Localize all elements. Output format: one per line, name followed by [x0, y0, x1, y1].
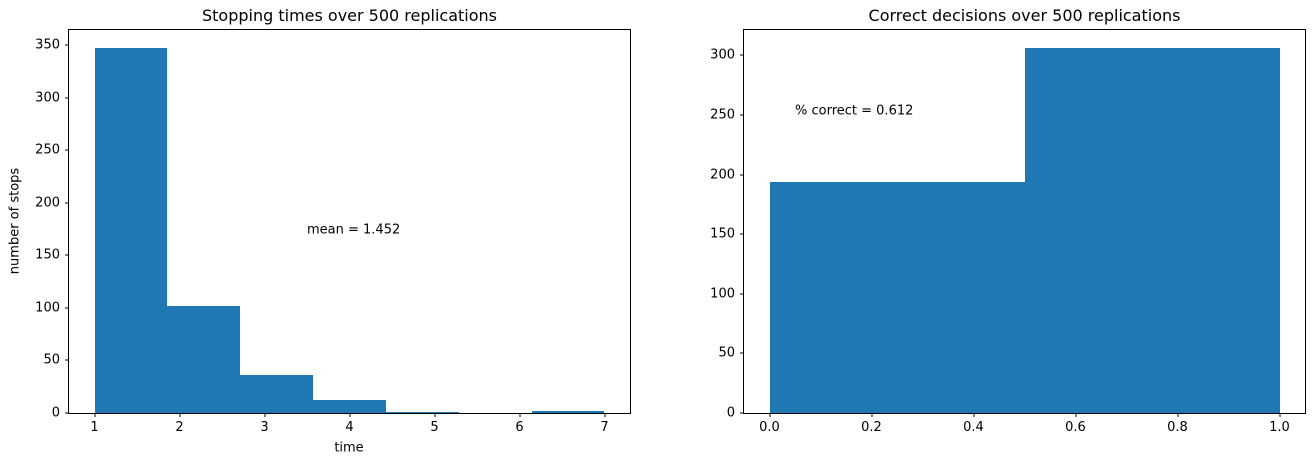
- histogram-bar: [313, 400, 386, 413]
- x-tick-mark: [1075, 413, 1076, 417]
- histogram-bar: [94, 48, 168, 413]
- mean-annotation: mean = 1.452: [307, 222, 401, 238]
- y-tick-mark: [65, 307, 69, 309]
- y-tick-mark: [65, 359, 69, 361]
- y-tick-mark: [740, 233, 744, 235]
- right-plot-title: Correct decisions over 500 replications: [868, 6, 1181, 25]
- x-tick-label: 0.6: [1065, 420, 1086, 435]
- x-tick-label: 3: [260, 420, 269, 435]
- subplot-stopping-times: Stopping times over 500 replications num…: [7, 6, 631, 456]
- y-tick-mark: [740, 293, 744, 295]
- y-tick-label: 350: [35, 37, 60, 53]
- x-tick-mark: [1279, 413, 1280, 417]
- x-tick-label: 0.8: [1167, 420, 1188, 435]
- histogram-bar: [167, 305, 241, 413]
- x-tick-mark: [519, 413, 520, 417]
- x-tick-mark: [604, 413, 605, 417]
- y-tick-label: 250: [710, 107, 735, 123]
- x-tick-label: 1.0: [1269, 420, 1290, 435]
- x-tick-mark: [349, 413, 350, 417]
- y-tick-mark: [65, 149, 69, 151]
- y-tick-label: 300: [35, 90, 60, 106]
- y-tick-label: 300: [710, 47, 735, 63]
- x-tick-label: 5: [430, 420, 439, 435]
- y-tick-mark: [740, 174, 744, 176]
- y-tick-mark: [740, 352, 744, 354]
- x-tick-mark: [179, 413, 180, 417]
- y-tick-label: 100: [35, 300, 60, 316]
- left-y-axis-label: number of stops: [7, 167, 23, 275]
- x-tick-mark: [973, 413, 974, 417]
- x-tick-label: 0.0: [759, 420, 780, 435]
- x-tick-label: 0.2: [861, 420, 882, 435]
- y-tick-label: 50: [43, 352, 60, 368]
- y-tick-mark: [65, 44, 69, 46]
- y-tick-label: 200: [710, 167, 735, 183]
- y-tick-label: 50: [718, 345, 735, 361]
- y-tick-mark: [740, 54, 744, 56]
- histogram-bar: [240, 375, 314, 413]
- x-tick-mark: [434, 413, 435, 417]
- x-tick-label: 0.4: [963, 420, 984, 435]
- subplot-correct-decisions: Correct decisions over 500 replications …: [660, 0, 1315, 468]
- y-tick-label: 0: [51, 405, 60, 421]
- x-tick-label: 7: [600, 420, 609, 435]
- x-tick-mark: [871, 413, 872, 417]
- x-tick-mark: [264, 413, 265, 417]
- y-tick-mark: [740, 412, 744, 414]
- y-tick-label: 100: [710, 286, 735, 302]
- right-plot-area: % correct = 0.612 0.0 0.2 0.4 0.6 0.8 1.0 0 50 1…: [710, 29, 1306, 434]
- x-tick-mark: [1177, 413, 1178, 417]
- y-tick-mark: [65, 202, 69, 204]
- y-tick-mark: [65, 412, 69, 414]
- y-tick-mark: [65, 97, 69, 99]
- y-tick-mark: [65, 254, 69, 256]
- y-tick-label: 150: [710, 226, 735, 242]
- y-tick-mark: [740, 114, 744, 116]
- percent-correct-annotation: % correct = 0.612: [795, 103, 914, 119]
- x-tick-label: 6: [515, 420, 524, 435]
- x-tick-label: 1: [90, 420, 99, 435]
- y-tick-label: 150: [35, 247, 60, 263]
- x-tick-mark: [94, 413, 95, 417]
- histogram-bar: [1024, 48, 1280, 413]
- left-x-axis-label: time: [334, 440, 364, 456]
- x-tick-mark: [769, 413, 770, 417]
- y-tick-label: 250: [35, 142, 60, 158]
- histogram-bar: [531, 410, 605, 413]
- y-tick-label: 200: [35, 195, 60, 211]
- left-plot-area: mean = 1.452 1 2 3 4 5 6 7 0 50 100 150 200 250 300 35…: [35, 29, 631, 434]
- histogram-bar: [385, 411, 459, 413]
- left-plot-title: Stopping times over 500 replications: [201, 6, 498, 25]
- y-tick-label: 0: [726, 405, 735, 421]
- x-tick-label: 4: [345, 420, 354, 435]
- histogram-bar: [769, 181, 1025, 413]
- x-tick-label: 2: [175, 420, 184, 435]
